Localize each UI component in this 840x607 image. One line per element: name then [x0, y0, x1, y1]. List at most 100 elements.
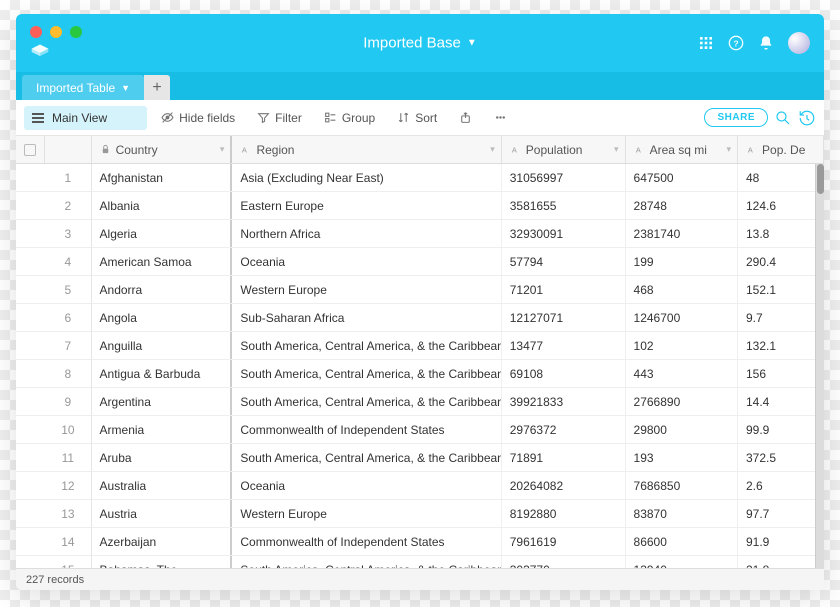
scrollbar-thumb[interactable]: [817, 164, 824, 194]
column-header-density[interactable]: A Pop. De: [738, 136, 824, 163]
table-row[interactable]: 15Bahamas, TheSouth America, Central Ame…: [16, 556, 824, 568]
cell-region[interactable]: Asia (Excluding Near East): [232, 164, 501, 191]
cell-country[interactable]: Argentina: [92, 388, 233, 415]
cell-country[interactable]: Australia: [92, 472, 233, 499]
cell-density[interactable]: 48: [738, 164, 824, 191]
row-checkbox[interactable]: [16, 472, 45, 499]
share-view-button[interactable]: [451, 107, 480, 128]
cell-country[interactable]: Aruba: [92, 444, 233, 471]
cell-area[interactable]: 647500: [626, 164, 738, 191]
cell-density[interactable]: 21.8: [738, 556, 824, 568]
cell-density[interactable]: 132.1: [738, 332, 824, 359]
table-row[interactable]: 1AfghanistanAsia (Excluding Near East)31…: [16, 164, 824, 192]
cell-area[interactable]: 193: [626, 444, 738, 471]
row-checkbox[interactable]: [16, 332, 45, 359]
column-header-country[interactable]: Country▾: [92, 136, 233, 163]
cell-density[interactable]: 13.8: [738, 220, 824, 247]
cell-country[interactable]: Afghanistan: [92, 164, 233, 191]
cell-area[interactable]: 443: [626, 360, 738, 387]
row-checkbox[interactable]: [16, 556, 45, 568]
cell-population[interactable]: 2976372: [502, 416, 626, 443]
history-icon[interactable]: [798, 109, 816, 127]
cell-country[interactable]: Austria: [92, 500, 233, 527]
hide-fields-button[interactable]: Hide fields: [153, 107, 243, 129]
cell-density[interactable]: 9.7: [738, 304, 824, 331]
cell-population[interactable]: 13477: [502, 332, 626, 359]
column-header-region[interactable]: A Region▾: [232, 136, 501, 163]
cell-region[interactable]: Oceania: [232, 472, 501, 499]
row-checkbox[interactable]: [16, 444, 45, 471]
row-checkbox[interactable]: [16, 276, 45, 303]
cell-area[interactable]: 468: [626, 276, 738, 303]
cell-country[interactable]: Angola: [92, 304, 233, 331]
cell-population[interactable]: 7961619: [502, 528, 626, 555]
cell-country[interactable]: Antigua & Barbuda: [92, 360, 233, 387]
cell-country[interactable]: Bahamas, The: [92, 556, 233, 568]
cell-area[interactable]: 7686850: [626, 472, 738, 499]
cell-country[interactable]: American Samoa: [92, 248, 233, 275]
table-row[interactable]: 3AlgeriaNorthern Africa32930091238174013…: [16, 220, 824, 248]
cell-population[interactable]: 32930091: [502, 220, 626, 247]
add-table-button[interactable]: +: [144, 75, 170, 100]
cell-country[interactable]: Anguilla: [92, 332, 233, 359]
cell-region[interactable]: South America, Central America, & the Ca…: [232, 388, 501, 415]
cell-density[interactable]: 99.9: [738, 416, 824, 443]
cell-density[interactable]: 2.6: [738, 472, 824, 499]
cell-population[interactable]: 39921833: [502, 388, 626, 415]
sort-button[interactable]: Sort: [389, 107, 445, 129]
search-icon[interactable]: [774, 109, 792, 127]
vertical-scrollbar[interactable]: [815, 164, 824, 568]
table-row[interactable]: 4American SamoaOceania57794199290.4: [16, 248, 824, 276]
cell-population[interactable]: 20264082: [502, 472, 626, 499]
table-row[interactable]: 13AustriaWestern Europe81928808387097.7: [16, 500, 824, 528]
cell-area[interactable]: 86600: [626, 528, 738, 555]
cell-population[interactable]: 303770: [502, 556, 626, 568]
row-checkbox[interactable]: [16, 164, 45, 191]
zoom-window-button[interactable]: [70, 26, 82, 38]
cell-population[interactable]: 31056997: [502, 164, 626, 191]
column-header-area[interactable]: A Area sq mi▾: [626, 136, 738, 163]
table-row[interactable]: 11ArubaSouth America, Central America, &…: [16, 444, 824, 472]
cell-population[interactable]: 71891: [502, 444, 626, 471]
cell-region[interactable]: Western Europe: [232, 276, 501, 303]
cell-region[interactable]: Commonwealth of Independent States: [232, 416, 501, 443]
cell-area[interactable]: 13940: [626, 556, 738, 568]
cell-region[interactable]: Western Europe: [232, 500, 501, 527]
cell-region[interactable]: Sub-Saharan Africa: [232, 304, 501, 331]
column-header-population[interactable]: A Population▾: [502, 136, 626, 163]
cell-density[interactable]: 290.4: [738, 248, 824, 275]
cell-density[interactable]: 156: [738, 360, 824, 387]
bell-icon[interactable]: [758, 35, 774, 51]
cell-area[interactable]: 1246700: [626, 304, 738, 331]
cell-population[interactable]: 57794: [502, 248, 626, 275]
cell-area[interactable]: 199: [626, 248, 738, 275]
cell-density[interactable]: 372.5: [738, 444, 824, 471]
cell-country[interactable]: Albania: [92, 192, 233, 219]
cell-region[interactable]: South America, Central America, & the Ca…: [232, 556, 501, 568]
row-checkbox[interactable]: [16, 360, 45, 387]
cell-area[interactable]: 29800: [626, 416, 738, 443]
table-row[interactable]: 12AustraliaOceania2026408276868502.6: [16, 472, 824, 500]
cell-region[interactable]: Oceania: [232, 248, 501, 275]
cell-population[interactable]: 3581655: [502, 192, 626, 219]
row-checkbox[interactable]: [16, 528, 45, 555]
table-row[interactable]: 6AngolaSub-Saharan Africa121270711246700…: [16, 304, 824, 332]
row-checkbox[interactable]: [16, 500, 45, 527]
cell-area[interactable]: 2381740: [626, 220, 738, 247]
cell-area[interactable]: 83870: [626, 500, 738, 527]
help-icon[interactable]: ?: [728, 35, 744, 51]
cell-country[interactable]: Algeria: [92, 220, 233, 247]
user-avatar[interactable]: [788, 32, 810, 54]
cell-population[interactable]: 69108: [502, 360, 626, 387]
cell-region[interactable]: Northern Africa: [232, 220, 501, 247]
cell-region[interactable]: Eastern Europe: [232, 192, 501, 219]
minimize-window-button[interactable]: [50, 26, 62, 38]
cell-density[interactable]: 14.4: [738, 388, 824, 415]
cell-region[interactable]: South America, Central America, & the Ca…: [232, 360, 501, 387]
select-all-header[interactable]: [16, 136, 45, 163]
cell-density[interactable]: 91.9: [738, 528, 824, 555]
cell-region[interactable]: Commonwealth of Independent States: [232, 528, 501, 555]
cell-density[interactable]: 152.1: [738, 276, 824, 303]
row-checkbox[interactable]: [16, 192, 45, 219]
group-button[interactable]: Group: [316, 107, 383, 129]
